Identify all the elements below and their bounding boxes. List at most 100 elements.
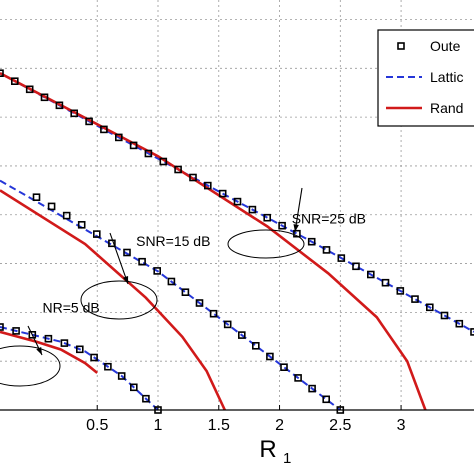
annotation-ellipse [0,345,61,387]
outer-marker [470,328,474,336]
legend-label: Oute [430,38,461,54]
legend-label: Rand [430,100,463,116]
annotation-arrowhead [122,276,129,284]
outer-marker [62,211,71,220]
annotation-ellipse [227,229,305,259]
x-tick-label: 1 [154,417,163,434]
outer-markers [0,69,474,414]
outer-marker [12,327,20,335]
outer-marker [352,262,360,271]
outer-marker [294,374,302,382]
x-axis-label: R [259,436,276,463]
outer-marker [0,69,4,77]
annotation-label: SNR=15 dB [136,233,210,249]
outer-marker [90,353,98,362]
outer-marker [174,165,182,174]
x-tick-label: 2 [275,417,284,434]
outer-marker [76,345,84,354]
outer-marker [138,257,146,266]
annotation-arrowhead [36,347,42,355]
outer-marker [77,221,86,229]
outer-marker [167,277,176,286]
outer-marker [117,372,126,380]
outer-marker [223,320,232,329]
outer-marker [307,237,316,246]
outer-marker [195,299,204,307]
outer-marker [181,288,190,297]
outer-marker [425,303,434,312]
outer-marker [218,189,227,198]
legend-marker-outer [397,42,405,50]
outer-marker [25,85,34,94]
outer-marker [55,101,64,110]
outer-marker [153,267,161,275]
outer-marker [204,181,212,190]
outer-marker [411,295,419,303]
outer-marker [85,117,93,126]
outer-marker [278,221,286,230]
annotation-label: NR=5 dB [43,299,100,315]
lattice-line-snr-15-db [0,179,341,411]
outer-marker [159,157,168,166]
outer-marker [209,309,218,318]
outer-marker [293,229,301,238]
annotation-arrow [109,232,129,285]
outer-marker [60,339,69,347]
outer-marker [280,363,288,372]
outer-marker [142,394,150,403]
outer-marker [366,270,375,279]
outer-marker [93,230,101,238]
outer-marker [252,341,260,350]
outer-marker [396,287,405,295]
axes: 0.5 1 1.5 2 2.5 3R 1 [0,405,474,467]
annotation-ellipse [80,280,158,320]
outer-marker [100,125,108,134]
annotations: SNR=25 dB SNR=15 dB NR=5 dB [0,187,366,387]
x-axis-label-subscript: 1 [283,450,291,467]
outer-marker [337,254,346,262]
outer-marker [144,149,153,158]
outer-marker [129,141,138,150]
outer-marker [322,395,331,404]
outer-marker [0,323,4,331]
outer-marker [238,331,246,339]
outer-marker [70,109,78,118]
legend: Oute Lattic Rand [377,29,474,127]
x-tick-label: 0.5 [86,417,108,434]
outer-marker [248,205,257,214]
outer-marker [308,384,316,393]
annotation-label: SNR=25 dB [292,211,366,227]
outer-marker [381,278,390,287]
outer-marker [47,202,56,211]
outer-marker [233,197,242,206]
lattice-line-snr-25-db [0,72,474,333]
outer-marker [455,319,464,328]
outer-marker [115,133,123,142]
outer-marker [263,213,272,222]
outer-marker [11,77,19,85]
plot-series [0,72,474,411]
random-line-snr-25-db [0,72,427,411]
outer-marker [266,352,274,361]
lattice-line-snr-5-db [0,326,159,411]
random-line-snr-5-db [0,330,99,374]
outer-marker [104,362,112,371]
random-line-snr-15-db [0,189,226,411]
outer-marker [123,248,131,257]
outer-marker [130,383,138,392]
outer-marker [32,193,41,201]
x-tick-label: 3 [397,417,406,434]
legend-box [377,29,474,127]
annotation-arrowhead [293,224,299,232]
outer-marker [108,239,116,248]
legend-label: Lattic [430,69,463,85]
x-tick-label: 2.5 [329,417,351,434]
x-tick-label: 1.5 [208,417,230,434]
outer-marker [189,173,197,182]
outer-marker [40,93,49,102]
outer-marker [28,330,37,339]
outer-marker [440,311,449,320]
outer-marker [322,246,331,254]
outer-marker [44,334,53,343]
